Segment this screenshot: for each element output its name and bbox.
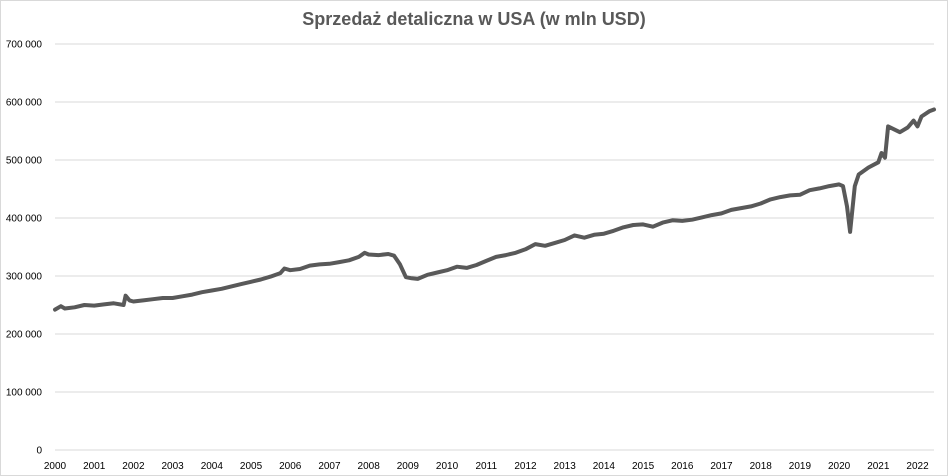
x-tick-label: 2022 xyxy=(906,461,929,472)
x-tick-label: 2012 xyxy=(514,461,537,472)
x-tick-label: 2011 xyxy=(476,461,498,472)
x-tick-label: 2013 xyxy=(554,461,577,472)
x-tick-label: 2017 xyxy=(710,461,733,472)
gridlines xyxy=(55,43,934,451)
x-tick-label: 2002 xyxy=(122,461,145,472)
y-tick-label: 500 000 xyxy=(6,156,43,167)
x-tick-label: 2021 xyxy=(867,461,890,472)
x-tick-label: 2000 xyxy=(44,461,67,472)
x-axis-labels: 2000 2001 2002 2003 2004 2005 2006 2007 2008 2009… xyxy=(44,461,929,472)
y-tick-label: 600 000 xyxy=(6,98,43,109)
x-tick-label: 2018 xyxy=(750,461,773,472)
x-tick-label: 2001 xyxy=(83,461,106,472)
x-tick-label: 2010 xyxy=(436,461,459,472)
x-tick-label: 2007 xyxy=(318,461,341,472)
y-axis-labels: 0 100 000 200 000 300 000 400 000 500 000 600 … xyxy=(6,40,43,457)
y-tick-label: 400 000 xyxy=(6,214,43,225)
series-line xyxy=(53,107,936,312)
x-tick-label: 2019 xyxy=(789,461,812,472)
y-tick-label: 0 xyxy=(36,446,42,457)
x-tick-label: 2005 xyxy=(240,461,263,472)
x-tick-label: 2004 xyxy=(201,461,224,472)
y-tick-label: 300 000 xyxy=(6,272,43,283)
x-tick-label: 2015 xyxy=(632,461,655,472)
chart-title: Sprzedaż detaliczna w USA (w mln USD) xyxy=(302,9,646,29)
x-tick-label: 2016 xyxy=(671,461,694,472)
x-tick-label: 2008 xyxy=(358,461,381,472)
y-tick-label: 200 000 xyxy=(6,330,43,341)
series-layer xyxy=(53,107,936,312)
x-tick-label: 2006 xyxy=(279,461,302,472)
y-tick-label: 700 000 xyxy=(6,40,43,51)
x-tick-label: 2009 xyxy=(397,461,420,472)
x-tick-label: 2014 xyxy=(593,461,616,472)
y-tick-label: 100 000 xyxy=(6,388,43,399)
x-tick-label: 2003 xyxy=(161,461,184,472)
x-tick-label: 2020 xyxy=(828,461,851,472)
